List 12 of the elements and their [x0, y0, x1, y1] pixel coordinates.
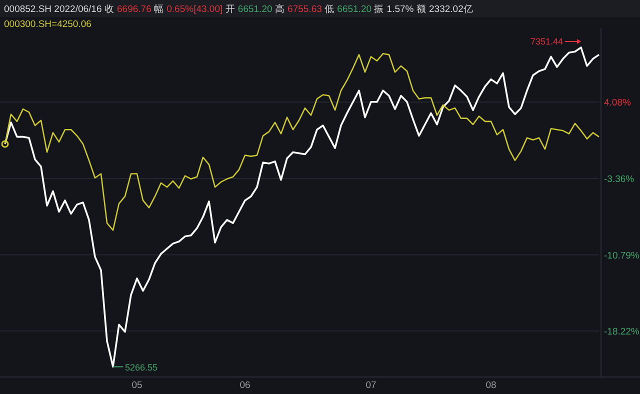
y-tick-label: -18.22% — [604, 326, 640, 338]
x-tick-label: 05 — [132, 380, 142, 391]
chart-title: 000852.SH 2022/06/16 收 6696.76 幅 0.65%[43.00] 开 6651.20 高 6755.63 低 6651.20 振 1.57% 额 2332.02亿 — [4, 4, 474, 15]
y-tick-label: -10.79% — [604, 250, 640, 262]
x-tick-label: 06 — [240, 380, 250, 391]
text: 000300.SH=4250.06 — [4, 19, 92, 30]
x-tick-label: 08 — [486, 380, 496, 391]
y-tick-label: 4.08% — [604, 98, 632, 109]
annotation: 5266.55 — [125, 362, 158, 372]
y-tick-label: -3.36% — [604, 174, 635, 185]
annotation: 7351.44 — [530, 36, 563, 47]
x-tick-label: 07 — [366, 380, 376, 391]
